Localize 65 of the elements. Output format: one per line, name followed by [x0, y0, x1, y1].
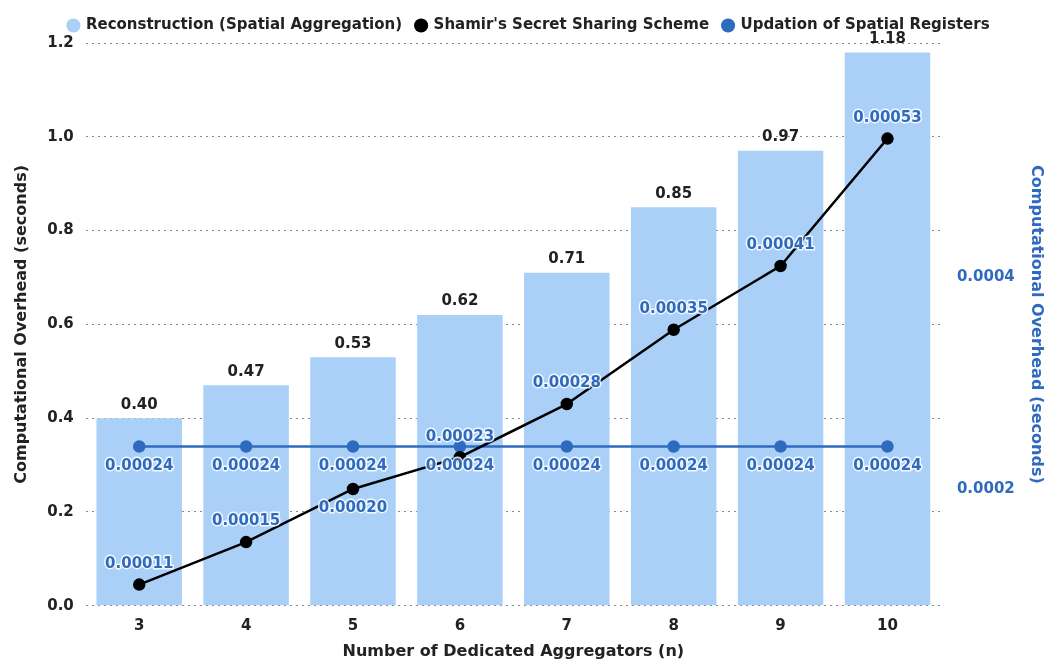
point [560, 397, 574, 411]
data-label: 0.00024 [532, 455, 601, 474]
point [346, 482, 360, 496]
data-label: 0.00024 [746, 455, 815, 474]
point [881, 440, 894, 453]
data-label: 0.97 [762, 127, 800, 146]
x-tick-label: 8 [668, 615, 679, 634]
x-tick-label: 5 [347, 615, 359, 634]
y-tick-label: 1.2 [47, 32, 74, 51]
data-label: 0.00053 [853, 107, 922, 126]
data-label: 0.71 [548, 249, 586, 268]
point [346, 440, 360, 453]
point [667, 323, 680, 336]
bar [844, 52, 931, 606]
data-label: 0.00011 [105, 553, 174, 572]
x-tick-label: 4 [240, 615, 252, 634]
data-label: 0.40 [120, 394, 158, 413]
data-label: 0.00024 [639, 455, 708, 474]
point [132, 578, 146, 591]
data-label: 0.47 [227, 361, 265, 380]
data-label: 0.00028 [532, 373, 601, 392]
x-tick-label: 6 [454, 615, 466, 634]
point [239, 440, 253, 453]
data-label: 0.00035 [639, 299, 708, 318]
bar [96, 418, 182, 606]
point [132, 440, 146, 453]
data-label: 0.00024 [105, 455, 174, 474]
data-label: 0.00024 [211, 455, 281, 474]
y-tick-label: 0.0 [47, 595, 74, 614]
y-tick-label: 0.4 [47, 408, 74, 427]
data-label: 0.62 [441, 291, 479, 310]
y2-axis-title: Computational Overhead (seconds) [1028, 165, 1048, 484]
y-axis-title: Computational Overhead (seconds) [10, 165, 30, 484]
bar [417, 315, 503, 606]
point [239, 535, 253, 549]
data-label: 0.00024 [318, 455, 388, 474]
y2-tick-label: 0.0002 [956, 478, 1015, 497]
data-label: 0.53 [334, 333, 372, 352]
data-label: 0.00024 [853, 455, 922, 474]
point [881, 132, 894, 145]
y-tick-label: 1.0 [47, 126, 74, 145]
bar [630, 207, 717, 606]
x-tick-label: 3 [134, 615, 145, 634]
point [774, 440, 787, 453]
x-axis-title: Number of Dedicated Aggregators (n) [342, 640, 685, 660]
point [560, 440, 574, 453]
bar [524, 272, 610, 606]
data-label: 0.85 [655, 183, 693, 202]
point [667, 440, 680, 453]
x-tick-label: 9 [775, 615, 786, 634]
bar [203, 385, 289, 606]
x-tick-label: 10 [877, 615, 898, 634]
legend-label: Reconstruction (Spatial Aggregation) [85, 15, 403, 34]
y2-tick-label: 0.0004 [956, 266, 1015, 285]
data-label: 0.00023 [425, 426, 495, 445]
bar [737, 150, 824, 606]
y-tick-label: 0.6 [47, 314, 74, 333]
legend-label: Shamir's Secret Sharing Scheme [433, 15, 710, 34]
y-tick-label: 0.8 [47, 220, 74, 239]
y-tick-label: 0.2 [47, 501, 74, 520]
point [774, 259, 787, 273]
bar [310, 357, 396, 606]
data-label: 0.00020 [318, 498, 388, 517]
data-label: 0.00015 [211, 511, 281, 530]
x-tick-label: 7 [561, 615, 573, 634]
